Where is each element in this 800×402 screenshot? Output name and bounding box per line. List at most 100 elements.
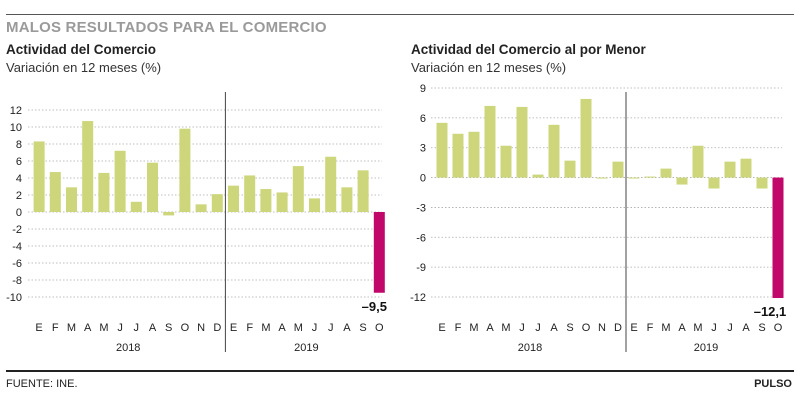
chart-1-x-tick-label: E [35, 322, 42, 334]
chart-1-y-tick-label: -8 [12, 275, 22, 287]
chart-2-x-tick-label: O [582, 322, 591, 334]
chart-1-year-label: 2018 [116, 342, 140, 354]
chart-1-bar [276, 192, 288, 212]
chart-2-bar [692, 145, 704, 178]
chart-1-bar [292, 166, 304, 212]
chart-1-y-tick-label: 0 [16, 207, 22, 219]
chart-1-x-tick-label: O [375, 322, 384, 334]
chart-2-bar [772, 177, 784, 298]
chart-2-x-tick-label: E [630, 322, 637, 334]
chart-1-y-tick-label: 10 [10, 122, 22, 134]
chart-1-y-tick-label: 4 [16, 173, 22, 185]
chart-1-x-tick-label: F [52, 322, 59, 334]
chart-1-bar [66, 187, 77, 212]
chart-2-x-tick-label: M [501, 322, 510, 334]
chart-1-bar [373, 212, 385, 293]
chart-2-data-label: –12,1 [754, 304, 787, 319]
chart-2-x-tick-label: S [758, 322, 765, 334]
chart-2-bar [724, 161, 736, 178]
chart-2-y-tick-label: -12 [410, 292, 426, 304]
brand-label: PULSO [754, 378, 792, 390]
chart-2-y-tick-label: -9 [416, 262, 426, 274]
chart-1-bar [98, 172, 110, 212]
chart-2-x-tick-label: S [566, 322, 573, 334]
chart-2-bar [676, 177, 688, 185]
chart-1-year-label: 2019 [294, 342, 318, 354]
chart-1-y-tick-label: 8 [16, 139, 22, 151]
chart-2-bar [484, 105, 496, 178]
chart-2-bar [516, 106, 528, 178]
chart-1-x-tick-label: A [343, 322, 351, 334]
chart-2-x-tick-label: J [711, 322, 717, 334]
chart-2-y-tick-label: 6 [420, 113, 426, 125]
chart-1-x-tick-label: M [294, 322, 303, 334]
chart-1-x-tick-label: S [165, 322, 172, 334]
chart-2-bar [740, 158, 752, 178]
chart-1-bar [179, 128, 191, 212]
chart-1-x-tick-label: E [230, 322, 237, 334]
chart-1-bar [147, 162, 158, 212]
chart-1-x-tick-label: M [99, 322, 108, 334]
chart-2-bar [468, 131, 480, 178]
chart-1-subtitle: Variación en 12 meses (%) [6, 60, 162, 75]
chart-2-x-tick-label: F [647, 322, 654, 334]
chart-2-bar [756, 177, 768, 189]
chart-1-x-tick-label: O [181, 322, 190, 334]
chart-1-x-tick-label: A [84, 322, 92, 334]
chart-2-x-tick-label: J [727, 322, 733, 334]
chart-2-bar [644, 176, 656, 178]
chart-2-bar [580, 98, 592, 178]
chart-2-y-tick-label: 0 [420, 173, 426, 185]
source-note: FUENTE: INE. [6, 378, 78, 390]
chart-2-x-tick-label: A [742, 322, 750, 334]
chart-1-y-tick-label: 6 [16, 156, 22, 168]
chart-2-y-tick-label: 9 [420, 83, 426, 95]
chart-2-x-tick-label: F [455, 322, 462, 334]
chart-2-bar [612, 161, 624, 178]
chart-2-bar [660, 168, 672, 178]
chart-1-x-tick-label: J [134, 322, 140, 334]
chart-2-x-tick-label: A [550, 322, 558, 334]
chart-2-bar [500, 145, 512, 178]
chart-1-y-tick-label: 12 [10, 105, 22, 117]
chart-2-x-tick-label: O [774, 322, 783, 334]
chart-2-x-tick-label: M [661, 322, 670, 334]
chart-1-y-tick-label: -2 [12, 224, 22, 236]
chart-1-title: Actividad del Comercio [6, 42, 157, 57]
chart-2-bar [628, 177, 640, 179]
chart-2-subtitle: Variación en 12 meses (%) [411, 60, 567, 75]
chart-2-x-tick-label: A [678, 322, 686, 334]
chart-1-x-tick-label: D [213, 322, 221, 334]
chart-2-bar [564, 160, 576, 178]
chart-1-bar [228, 185, 239, 212]
bottom-rule [6, 370, 794, 372]
chart-2-bar [532, 174, 544, 178]
chart-1-bar [114, 150, 126, 212]
chart-1-bar [341, 187, 353, 212]
chart-1-bar [325, 156, 337, 212]
chart-1-bar [163, 212, 175, 216]
chart-1-bar [195, 204, 207, 212]
chart-2-x-tick-label: D [614, 322, 622, 334]
chart-1-bar [130, 201, 142, 212]
chart-2-bar [548, 124, 560, 178]
chart-1-data-label: –9,5 [362, 299, 387, 314]
chart-1-bar [211, 194, 223, 212]
chart-2-y-tick-label: -6 [416, 232, 426, 244]
chart-1-x-tick-label: J [312, 322, 318, 334]
chart-1-bar [33, 141, 45, 212]
chart-1-y-tick-label: -6 [12, 258, 22, 270]
chart-1-x-tick-label: J [328, 322, 334, 334]
chart-1-y-tick-label: -10 [6, 292, 22, 304]
page-headline: MALOS RESULTADOS PARA EL COMERCIO [6, 19, 327, 36]
chart-2-year-label: 2019 [694, 342, 718, 354]
chart-1-bar [309, 198, 320, 212]
chart-2-bar [596, 177, 608, 179]
chart-1-x-tick-label: A [278, 322, 286, 334]
chart-1-bar [82, 121, 94, 212]
chart-2-bar [708, 177, 720, 189]
chart-2-x-tick-label: J [519, 322, 525, 334]
chart-2-year-label: 2018 [518, 342, 542, 354]
